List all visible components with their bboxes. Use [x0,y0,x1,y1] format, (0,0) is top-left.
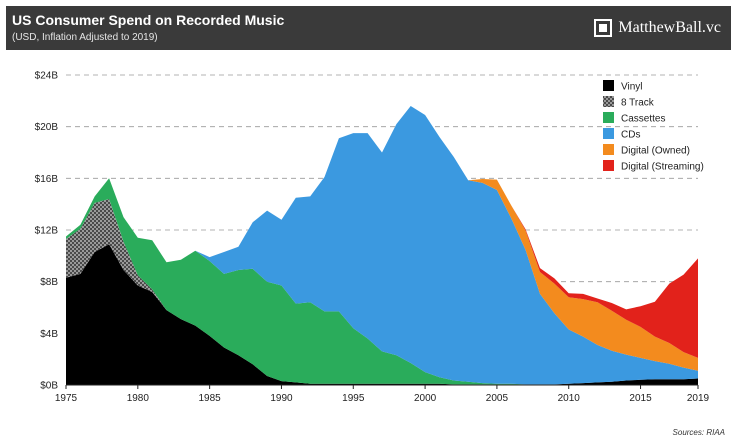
brand-logo: MatthewBall.vc [594,16,721,40]
legend-label: Cassettes [621,114,665,125]
y-tick-label: $12B [35,226,59,237]
x-tick-label: 2005 [486,393,509,404]
source-note: Sources: RIAA [672,428,725,437]
x-tick-label: 2000 [414,393,437,404]
y-tick-label: $24B [35,71,59,82]
brand-name: MatthewBall.vc [618,19,721,36]
y-tick-label: $20B [35,122,59,133]
legend-swatch [603,144,614,155]
y-tick-label: $0B [40,381,58,392]
legend-label: CDs [621,130,640,141]
area-digital-owned [66,106,698,371]
legend-label: Digital (Streaming) [621,162,704,173]
area-cds [66,106,698,385]
legend-label: Digital (Owned) [621,146,690,157]
chart-header: US Consumer Spend on Recorded Music (USD… [6,6,731,50]
legend-label: 8 Track [621,98,655,109]
x-tick-label: 1980 [127,393,150,404]
legend-swatch [603,112,614,123]
y-axis-ticks: $0B $4B $8B $12B $16B $20B $24B [35,71,59,392]
area-cassettes [66,178,698,385]
legend: Vinyl 8 Track Cassettes CDs Digital (Owned) D… [603,80,704,173]
brand-mark-icon [594,19,613,37]
x-tick-label: 1975 [55,393,78,404]
legend-swatch [603,80,614,91]
legend-swatch [603,96,614,107]
x-tick-label: 1985 [199,393,222,404]
y-tick-label: $16B [35,174,59,185]
x-tick-label: 2015 [629,393,652,404]
legend-swatch [603,160,614,171]
stacked-area-chart: $0B$4B$8B$12B$16B$20B$24B 1975 1980 1985 19… [35,71,710,405]
y-tick-label: $4B [40,329,58,340]
x-axis-ticks: 1975 1980 1985 1990 1995 2000 2005 2010 2015 2019 [55,385,710,404]
x-tick-label: 2010 [558,393,581,404]
legend-swatch [603,128,614,139]
chart-subtitle: (USD, Inflation Adjusted to 2019) [12,32,158,43]
area-vinyl [66,244,698,385]
x-tick-label: 1990 [270,393,293,404]
chart-title: US Consumer Spend on Recorded Music [12,12,285,28]
area-series [66,106,698,385]
y-tick-label: $8B [40,277,58,288]
x-tick-label: 2019 [687,393,710,404]
legend-label: Vinyl [621,82,643,93]
x-tick-label: 1995 [342,393,365,404]
